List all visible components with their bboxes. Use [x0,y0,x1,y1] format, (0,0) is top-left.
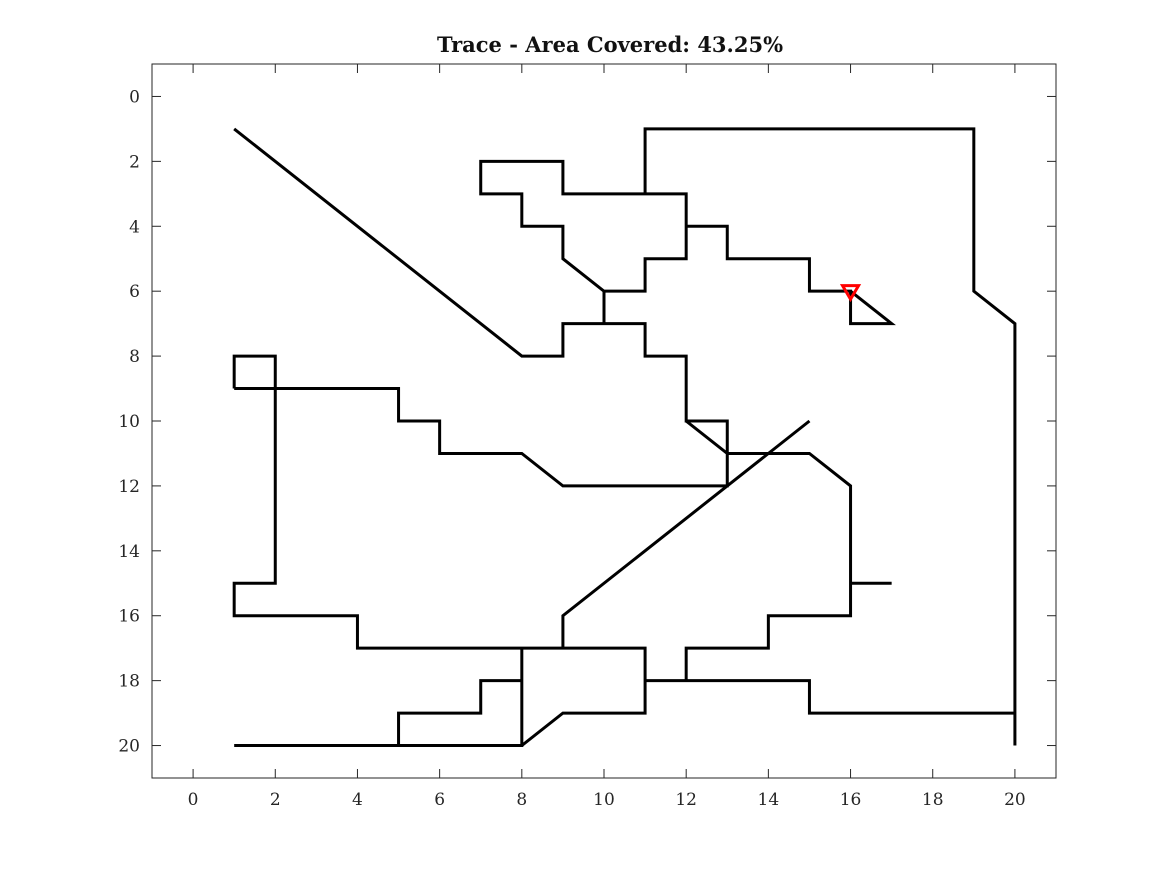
x-tick-label: 18 [922,790,944,810]
trace-segment [232,354,277,391]
x-tick-label: 14 [758,790,780,810]
trace-line [232,127,1017,748]
y-tick-label: 16 [118,607,140,627]
plot-area: 0 2 4 6 8 10 12 14 16 18 20 0 2 4 6 8 10 12 14 16 18 20 [118,63,1057,810]
y-tick-label: 14 [118,542,140,562]
x-tick-label: 8 [516,790,527,810]
y-tick-label: 18 [118,672,140,692]
x-tick-label: 0 [188,790,199,810]
y-tick-label: 4 [129,217,140,237]
y-tick-label: 8 [129,347,140,367]
y-tick-label: 2 [129,152,140,172]
x-tick-label: 20 [1004,790,1026,810]
y-tick-label: 6 [129,282,140,302]
x-tick-label: 6 [434,790,445,810]
x-tick-label: 2 [270,790,281,810]
chart-title: Trace - Area Covered: 43.25% [437,32,783,57]
y-tick-label: 10 [118,412,140,432]
x-tick-label: 10 [593,790,615,810]
x-tick-label: 12 [675,790,697,810]
y-tick-label: 20 [118,737,140,757]
position-marker [839,284,862,303]
x-tick-label: 16 [840,790,862,810]
x-tick-label: 4 [352,790,363,810]
y-tick-label: 12 [118,477,140,497]
y-tick-label: 0 [129,87,140,107]
